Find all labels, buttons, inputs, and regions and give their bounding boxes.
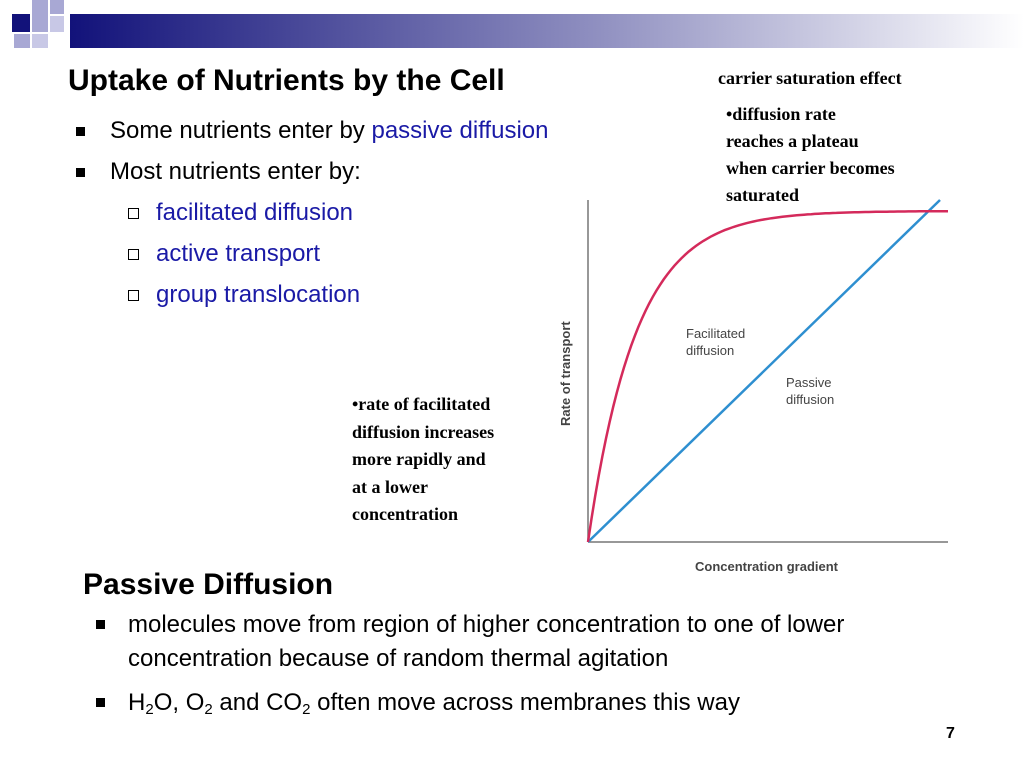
square-bullet-icon xyxy=(76,127,85,136)
subscript: 2 xyxy=(145,701,154,718)
x-axis-label: Concentration gradient xyxy=(695,559,839,574)
note-line: more rapidly and xyxy=(352,449,486,469)
sub-bullet-text: facilitated diffusion xyxy=(156,199,354,226)
note-line: diffusion increases xyxy=(352,421,495,442)
square-bullet-icon xyxy=(96,620,105,629)
note-line: concentration xyxy=(352,504,458,524)
series-label-facilitated: Facilitated xyxy=(686,326,745,341)
bullet-molecules: molecules move from region of higher con… xyxy=(92,608,992,676)
bullet-most: Most nutrients enter by: xyxy=(72,155,548,196)
transport-rate-chart: Facilitated diffusion Passive diffusion Conc… xyxy=(558,199,948,574)
subscript: 2 xyxy=(302,701,311,718)
formula-part: and CO xyxy=(212,689,303,716)
note-line: at a lower xyxy=(352,476,428,497)
note-line: •diffusion rate xyxy=(726,104,836,124)
series-label-passive: diffusion xyxy=(786,392,834,407)
note-line: saturated xyxy=(726,185,799,205)
series-passive-line xyxy=(587,199,941,543)
formula-part: H xyxy=(128,689,146,716)
bullet-passive: Some nutrients enter by passive diffusio… xyxy=(72,114,548,155)
note-line: reaches a plateau xyxy=(726,131,859,151)
y-axis-label: Rate of transport xyxy=(558,321,573,426)
note-line: when carrier becomes xyxy=(726,158,895,178)
passive-bullet-list: molecules move from region of higher con… xyxy=(92,608,992,730)
square-bullet-icon xyxy=(76,168,85,177)
bullet-highlight: passive diffusion xyxy=(371,117,549,144)
bullet-text: Some nutrients enter by xyxy=(110,117,372,144)
main-bullet-list: Some nutrients enter by passive diffusio… xyxy=(72,114,548,196)
note-saturation: carrier saturation effect xyxy=(718,68,902,88)
square-bullet-icon xyxy=(96,698,105,707)
page-number: 7 xyxy=(946,725,955,742)
subscript: 2 xyxy=(204,701,213,718)
bullet-text: often move across membranes this way xyxy=(310,689,740,716)
bullet-text: Most nutrients enter by: xyxy=(110,158,361,185)
sub-bullet-text: active transport xyxy=(156,240,321,267)
sub-bullet-list: facilitated diffusion active transport g… xyxy=(126,196,360,319)
series-facilitated-line xyxy=(586,209,948,543)
hollow-square-bullet-icon xyxy=(128,208,139,219)
note-facilitated-rate: •rate of facilitated diffusion increases… xyxy=(352,391,552,529)
series-label-passive: Passive xyxy=(786,375,832,390)
bullet-gases: H2O, O2 and CO2 often move across membra… xyxy=(92,686,992,720)
series-label-facilitated: diffusion xyxy=(686,343,734,358)
sub-bullet-facilitated: facilitated diffusion xyxy=(126,196,360,237)
formula-part: O, O xyxy=(153,689,205,716)
hollow-square-bullet-icon xyxy=(128,290,139,301)
section-heading: Passive Diffusion xyxy=(83,568,334,601)
sub-bullet-text: group translocation xyxy=(156,281,361,308)
sub-bullet-group: group translocation xyxy=(126,278,360,319)
bullet-text: molecules move from region of higher con… xyxy=(128,611,845,672)
header-gradient-band xyxy=(12,0,1024,48)
note-line: •rate of facilitated xyxy=(352,394,491,414)
note-plateau: •diffusion rate reaches a plateau when c… xyxy=(726,101,956,209)
sub-bullet-active: active transport xyxy=(126,237,360,278)
slide-title: Uptake of Nutrients by the Cell xyxy=(68,64,505,97)
hollow-square-bullet-icon xyxy=(128,249,139,260)
